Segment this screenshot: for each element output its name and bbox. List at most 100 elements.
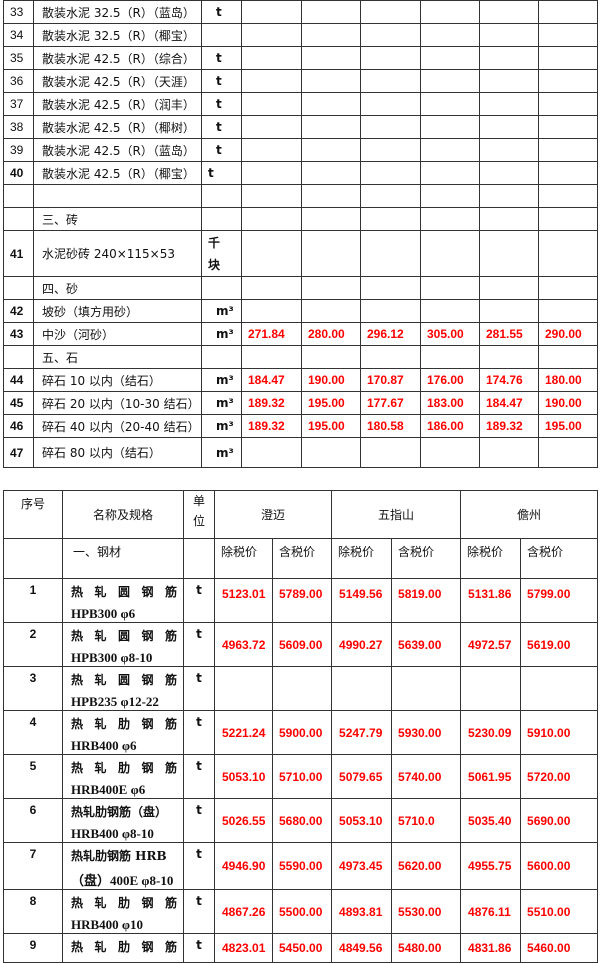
col-pretax: 除税价 [214, 538, 273, 579]
price-cell [538, 69, 598, 93]
price-cell: 184.47 [479, 391, 539, 415]
price-cell: 5600.00 [520, 842, 599, 890]
price-cell [241, 276, 302, 300]
price-cell: 5799.00 [520, 578, 599, 623]
price-cell [538, 184, 598, 208]
price-cell [420, 345, 480, 369]
price-cell: 5680.00 [271, 798, 333, 843]
price-cell: 5620.00 [391, 842, 462, 890]
price-cell [538, 207, 598, 231]
price-cell: 4831.86 [460, 933, 522, 963]
col-taxincl: 含税价 [520, 538, 599, 579]
price-cell [301, 69, 361, 93]
price-cell [479, 437, 539, 468]
table-row: 39 散装水泥 42.5（R）（蓝岛） t [3, 138, 598, 162]
price-cell [301, 46, 361, 70]
price-cell: 5221.24 [214, 710, 273, 755]
item-name: 五、石 [33, 345, 202, 369]
price-cell: 5079.65 [331, 754, 393, 799]
price-cell [420, 69, 480, 93]
price-cell: 190.00 [538, 391, 598, 415]
table-row [3, 184, 598, 208]
row-number: 43 [3, 322, 34, 346]
row-number: 36 [3, 69, 34, 93]
row-number: 41 [3, 230, 34, 277]
empty-cell [183, 538, 215, 579]
price-cell: 189.32 [241, 391, 302, 415]
price-cell: 5230.09 [460, 710, 522, 755]
price-cell [360, 0, 421, 24]
row-number: 1 [3, 578, 63, 623]
price-cell [479, 207, 539, 231]
price-cell [241, 161, 302, 185]
unit: t [183, 889, 215, 934]
price-cell [538, 23, 598, 47]
item-name: 四、砂 [33, 276, 202, 300]
unit: m³ [201, 299, 242, 323]
price-cell [241, 345, 302, 369]
table-row: 2 热轧圆钢筋 HPB300 φ8-10 t 4963.72 5609.00 4990.27… [3, 622, 599, 667]
price-cell [360, 46, 421, 70]
unit: m³ [201, 414, 242, 438]
item-name-line1: 热轧肋钢筋 [71, 717, 177, 731]
table-row: 40 散装水泥 42.5（R）（椰宝） t [3, 161, 598, 185]
price-cell [241, 299, 302, 323]
item-name: 中沙（河砂） [33, 322, 202, 346]
item-name: 坡砂（填方用砂） [33, 299, 202, 323]
price-cell [420, 299, 480, 323]
unit: t [183, 933, 215, 963]
header-unit: 单 位 [183, 490, 215, 539]
header-region-chengmai: 澄迈 [213, 490, 333, 539]
table-row: 三、砖 [3, 207, 598, 231]
price-cell: 5789.00 [271, 578, 333, 623]
row-number: 35 [3, 46, 34, 70]
price-cell [538, 138, 598, 162]
price-cell: 5460.00 [520, 933, 599, 963]
price-cell [360, 138, 421, 162]
price-cell [241, 69, 302, 93]
row-number [3, 184, 34, 208]
table-row: 四、砂 [3, 276, 598, 300]
price-cell: 180.58 [360, 414, 421, 438]
unit: t [183, 754, 215, 799]
price-cell [479, 46, 539, 70]
subheader-row: 一、钢材 除税价 含税价 除税价 含税价 除税价 含税价 [3, 538, 599, 579]
unit: t [183, 578, 215, 623]
unit: t [201, 92, 242, 116]
col-pretax: 除税价 [460, 538, 522, 579]
unit: m³ [201, 322, 242, 346]
price-cell [331, 666, 393, 711]
item-name: 碎石 80 以内（结石） [33, 437, 202, 468]
price-cell: 5910.00 [520, 710, 599, 755]
price-cell: 184.47 [241, 368, 302, 392]
price-cell: 5690.00 [520, 798, 599, 843]
price-cell: 5619.00 [520, 622, 599, 667]
price-cell [241, 115, 302, 139]
price-cell: 5053.10 [214, 754, 273, 799]
price-cell: 5590.00 [271, 842, 333, 890]
price-cell: 5480.00 [391, 933, 462, 963]
item-name-line2: （盘）400E φ8-10 [71, 873, 174, 888]
row-number: 7 [3, 842, 63, 890]
table-row: 7 热轧肋钢筋 HRB （盘）400E φ8-10 t 4946.90 5590.00 49… [3, 842, 599, 890]
price-cell [360, 230, 421, 277]
price-cell [241, 207, 302, 231]
unit: t [201, 0, 242, 24]
item-name-line1: 热轧圆钢筋 [71, 585, 177, 599]
header-no: 序号 [3, 490, 63, 539]
price-cell [479, 230, 539, 277]
unit: t [201, 69, 242, 93]
price-cell: 296.12 [360, 322, 421, 346]
price-cell: 5053.10 [331, 798, 393, 843]
unit: t [201, 138, 242, 162]
price-cell [301, 276, 361, 300]
price-cell [420, 92, 480, 116]
price-cell [479, 138, 539, 162]
table-row: 38 散装水泥 42.5（R）（椰树） t [3, 115, 598, 139]
price-cell [360, 23, 421, 47]
price-cell [538, 92, 598, 116]
table-row: 34 散装水泥 32.5（R）（椰宝） [3, 23, 598, 47]
item-name: 散装水泥 32.5（R）（椰宝） [33, 23, 202, 47]
price-cell: 271.84 [241, 322, 302, 346]
price-cell: 5900.00 [271, 710, 333, 755]
